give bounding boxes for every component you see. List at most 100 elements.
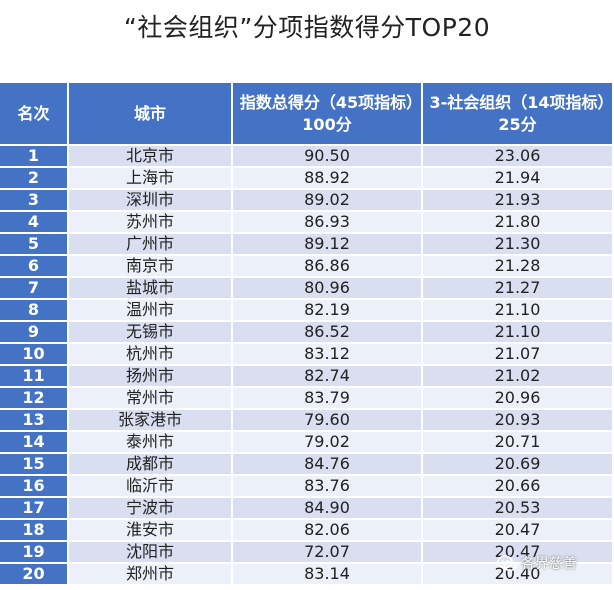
rank-cell: 4	[0, 211, 69, 234]
city-cell: 扬州市	[68, 365, 233, 388]
city-cell: 张家港市	[68, 409, 233, 432]
table-row: 1 北京市 90.50 23.06	[0, 145, 612, 168]
table-header: 名次 城市 指数总得分（45项指标）100分 3-社会组织（14项指标）25分	[0, 83, 612, 146]
rank-cell: 11	[0, 365, 69, 388]
total-score-cell: 89.02	[232, 189, 423, 212]
total-score-cell: 83.79	[232, 387, 423, 410]
social-score-cell: 21.80	[422, 211, 612, 234]
rank-cell: 13	[0, 409, 69, 432]
table-row: 13 张家港市 79.60 20.93	[0, 409, 612, 432]
total-score-cell: 83.12	[232, 343, 423, 366]
total-score-cell: 82.06	[232, 519, 423, 542]
total-score-cell: 82.74	[232, 365, 423, 388]
social-score-cell: 21.93	[422, 189, 612, 212]
city-cell: 深圳市	[68, 189, 233, 212]
rank-cell: 6	[0, 255, 69, 278]
total-score-cell: 72.07	[232, 541, 423, 564]
total-score-cell: 90.50	[232, 145, 423, 168]
city-cell: 杭州市	[68, 343, 233, 366]
social-score-cell: 20.47	[422, 519, 612, 542]
header-social-score: 3-社会组织（14项指标）25分	[422, 83, 612, 146]
rank-cell: 19	[0, 541, 69, 564]
total-score-cell: 86.86	[232, 255, 423, 278]
city-cell: 淮安市	[68, 519, 233, 542]
rank-cell: 15	[0, 453, 69, 476]
social-score-cell: 20.69	[422, 453, 612, 476]
rank-cell: 10	[0, 343, 69, 366]
table-row: 16 临沂市 83.76 20.66	[0, 475, 612, 498]
table-row: 3 深圳市 89.02 21.93	[0, 189, 612, 212]
social-score-cell: 20.40	[422, 563, 612, 586]
rank-cell: 9	[0, 321, 69, 344]
table-row: 14 泰州市 79.02 20.71	[0, 431, 612, 454]
city-cell: 苏州市	[68, 211, 233, 234]
social-score-cell: 20.53	[422, 497, 612, 520]
social-score-cell: 20.66	[422, 475, 612, 498]
table-row: 7 盐城市 80.96 21.27	[0, 277, 612, 300]
social-score-cell: 20.71	[422, 431, 612, 454]
rank-cell: 8	[0, 299, 69, 322]
total-score-cell: 86.93	[232, 211, 423, 234]
table-row: 12 常州市 83.79 20.96	[0, 387, 612, 410]
social-score-cell: 21.94	[422, 167, 612, 190]
rank-cell: 2	[0, 167, 69, 190]
total-score-cell: 79.60	[232, 409, 423, 432]
city-cell: 温州市	[68, 299, 233, 322]
table-row: 5 广州市 89.12 21.30	[0, 233, 612, 256]
header-row: 名次 城市 指数总得分（45项指标）100分 3-社会组织（14项指标）25分	[0, 83, 612, 146]
table-row: 19 沈阳市 72.07 20.47	[0, 541, 612, 564]
social-score-cell: 23.06	[422, 145, 612, 168]
rank-cell: 1	[0, 145, 69, 168]
social-score-cell: 21.27	[422, 277, 612, 300]
header-city: 城市	[68, 83, 233, 146]
total-score-cell: 86.52	[232, 321, 423, 344]
social-score-cell: 20.93	[422, 409, 612, 432]
ranking-table: 名次 城市 指数总得分（45项指标）100分 3-社会组织（14项指标）25分 …	[0, 83, 612, 586]
watermark-text: 各界慈善	[521, 556, 577, 572]
table-row: 17 宁波市 84.90 20.53	[0, 497, 612, 520]
social-score-cell: 21.10	[422, 321, 612, 344]
table-row: 9 无锡市 86.52 21.10	[0, 321, 612, 344]
city-cell: 泰州市	[68, 431, 233, 454]
city-cell: 常州市	[68, 387, 233, 410]
total-score-cell: 80.96	[232, 277, 423, 300]
rank-cell: 7	[0, 277, 69, 300]
wechat-icon	[497, 554, 517, 571]
table-row: 8 温州市 82.19 21.10	[0, 299, 612, 322]
city-cell: 沈阳市	[68, 541, 233, 564]
table-row: 6 南京市 86.86 21.28	[0, 255, 612, 278]
city-cell: 盐城市	[68, 277, 233, 300]
social-score-cell: 21.07	[422, 343, 612, 366]
city-cell: 无锡市	[68, 321, 233, 344]
table-row: 11 扬州市 82.74 21.02	[0, 365, 612, 388]
watermark: 各界慈善	[497, 553, 577, 573]
social-score-cell: 21.28	[422, 255, 612, 278]
table-row: 4 苏州市 86.93 21.80	[0, 211, 612, 234]
table-row: 10 杭州市 83.12 21.07	[0, 343, 612, 366]
social-score-cell: 20.96	[422, 387, 612, 410]
total-score-cell: 83.14	[232, 563, 423, 586]
total-score-cell: 83.76	[232, 475, 423, 498]
header-rank: 名次	[0, 83, 69, 146]
table-row: 2 上海市 88.92 21.94	[0, 167, 612, 190]
total-score-cell: 82.19	[232, 299, 423, 322]
total-score-cell: 84.90	[232, 497, 423, 520]
total-score-cell: 79.02	[232, 431, 423, 454]
total-score-cell: 89.12	[232, 233, 423, 256]
rank-cell: 3	[0, 189, 69, 212]
total-score-cell: 84.76	[232, 453, 423, 476]
city-cell: 临沂市	[68, 475, 233, 498]
city-cell: 郑州市	[68, 563, 233, 586]
city-cell: 成都市	[68, 453, 233, 476]
social-score-cell: 21.02	[422, 365, 612, 388]
rank-cell: 14	[0, 431, 69, 454]
rank-cell: 16	[0, 475, 69, 498]
rank-cell: 20	[0, 563, 69, 586]
table-body: 1 北京市 90.50 23.06 2 上海市 88.92 21.94 3 深圳市 89.02 21.…	[0, 145, 612, 586]
social-score-cell: 21.10	[422, 299, 612, 322]
rank-cell: 12	[0, 387, 69, 410]
table-row: 15 成都市 84.76 20.69	[0, 453, 612, 476]
city-cell: 广州市	[68, 233, 233, 256]
city-cell: 北京市	[68, 145, 233, 168]
page-title: “社会组织”分项指数得分TOP20	[123, 13, 491, 42]
